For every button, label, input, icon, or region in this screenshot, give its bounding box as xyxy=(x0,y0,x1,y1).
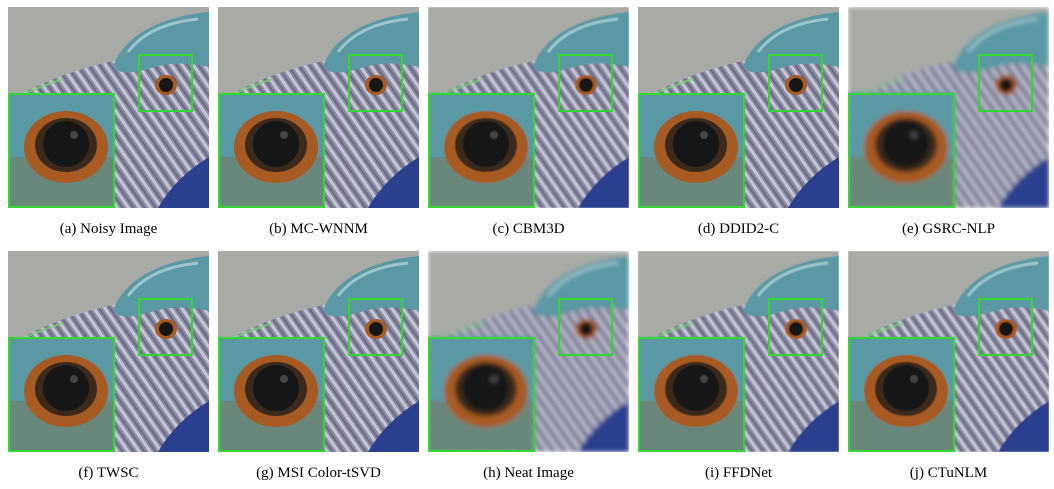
panel-j: (j) CTuNLM xyxy=(848,251,1049,481)
panel-caption: (f) TWSC xyxy=(78,465,139,481)
panel-caption: (a) Noisy Image xyxy=(59,221,158,237)
zoom-region-box xyxy=(348,298,403,356)
zoom-inset-box xyxy=(428,93,535,208)
panel-caption: (h) Neat Image xyxy=(483,465,574,481)
panel-caption: (c) CBM3D xyxy=(492,221,565,237)
panel-caption: (i) FFDNet xyxy=(704,465,773,481)
panel-image xyxy=(848,7,1049,208)
panel-i: (i) FFDNet xyxy=(638,251,839,481)
bird-crop-image xyxy=(8,7,209,208)
zoom-region-box xyxy=(138,298,193,356)
panel-caption: (d) DDID2-C xyxy=(697,221,780,237)
zoom-region-box xyxy=(978,298,1033,356)
bird-crop-image xyxy=(218,251,419,452)
zoom-region-box xyxy=(558,298,613,356)
panel-f: (f) TWSC xyxy=(8,251,209,481)
zoom-inset-box xyxy=(638,93,745,208)
panel-image xyxy=(8,7,209,208)
zoom-inset-box xyxy=(218,93,325,208)
zoom-inset-box xyxy=(8,93,115,208)
zoom-region-box xyxy=(138,54,193,112)
bird-crop-image xyxy=(638,7,839,208)
panel-image xyxy=(218,251,419,452)
zoom-inset-box xyxy=(8,337,115,452)
zoom-region-box xyxy=(558,54,613,112)
zoom-inset-box xyxy=(218,337,325,452)
zoom-region-box xyxy=(348,54,403,112)
panel-d: (d) DDID2-C xyxy=(638,7,839,237)
panel-image xyxy=(638,251,839,452)
panel-b: (b) MC-WNNM xyxy=(218,7,419,237)
panel-image xyxy=(428,251,629,452)
zoom-region-box xyxy=(978,54,1033,112)
zoom-region-box xyxy=(768,298,823,356)
bird-crop-image xyxy=(428,251,629,452)
bird-crop-image xyxy=(218,7,419,208)
zoom-inset-box xyxy=(848,337,955,452)
panel-image xyxy=(848,251,1049,452)
panel-caption: (g) MSI Color-tSVD xyxy=(256,465,381,481)
panel-image xyxy=(218,7,419,208)
panel-image xyxy=(638,7,839,208)
zoom-inset-box xyxy=(428,337,535,452)
zoom-inset-box xyxy=(848,93,955,208)
panel-c: (c) CBM3D xyxy=(428,7,629,237)
bird-crop-image xyxy=(848,251,1049,452)
bird-crop-image xyxy=(848,7,1049,208)
panel-image xyxy=(428,7,629,208)
panel-caption: (j) CTuNLM xyxy=(909,465,988,481)
bird-crop-image xyxy=(428,7,629,208)
bird-crop-image xyxy=(8,251,209,452)
panel-h: (h) Neat Image xyxy=(428,251,629,481)
panel-a: (a) Noisy Image xyxy=(8,7,209,237)
zoom-region-box xyxy=(768,54,823,112)
panel-image xyxy=(8,251,209,452)
panel-caption: (e) GSRC-NLP xyxy=(902,221,995,237)
panel-caption: (b) MC-WNNM xyxy=(269,221,368,237)
panel-g: (g) MSI Color-tSVD xyxy=(218,251,419,481)
bird-crop-image xyxy=(638,251,839,452)
panel-e: (e) GSRC-NLP xyxy=(848,7,1049,237)
zoom-inset-box xyxy=(638,337,745,452)
